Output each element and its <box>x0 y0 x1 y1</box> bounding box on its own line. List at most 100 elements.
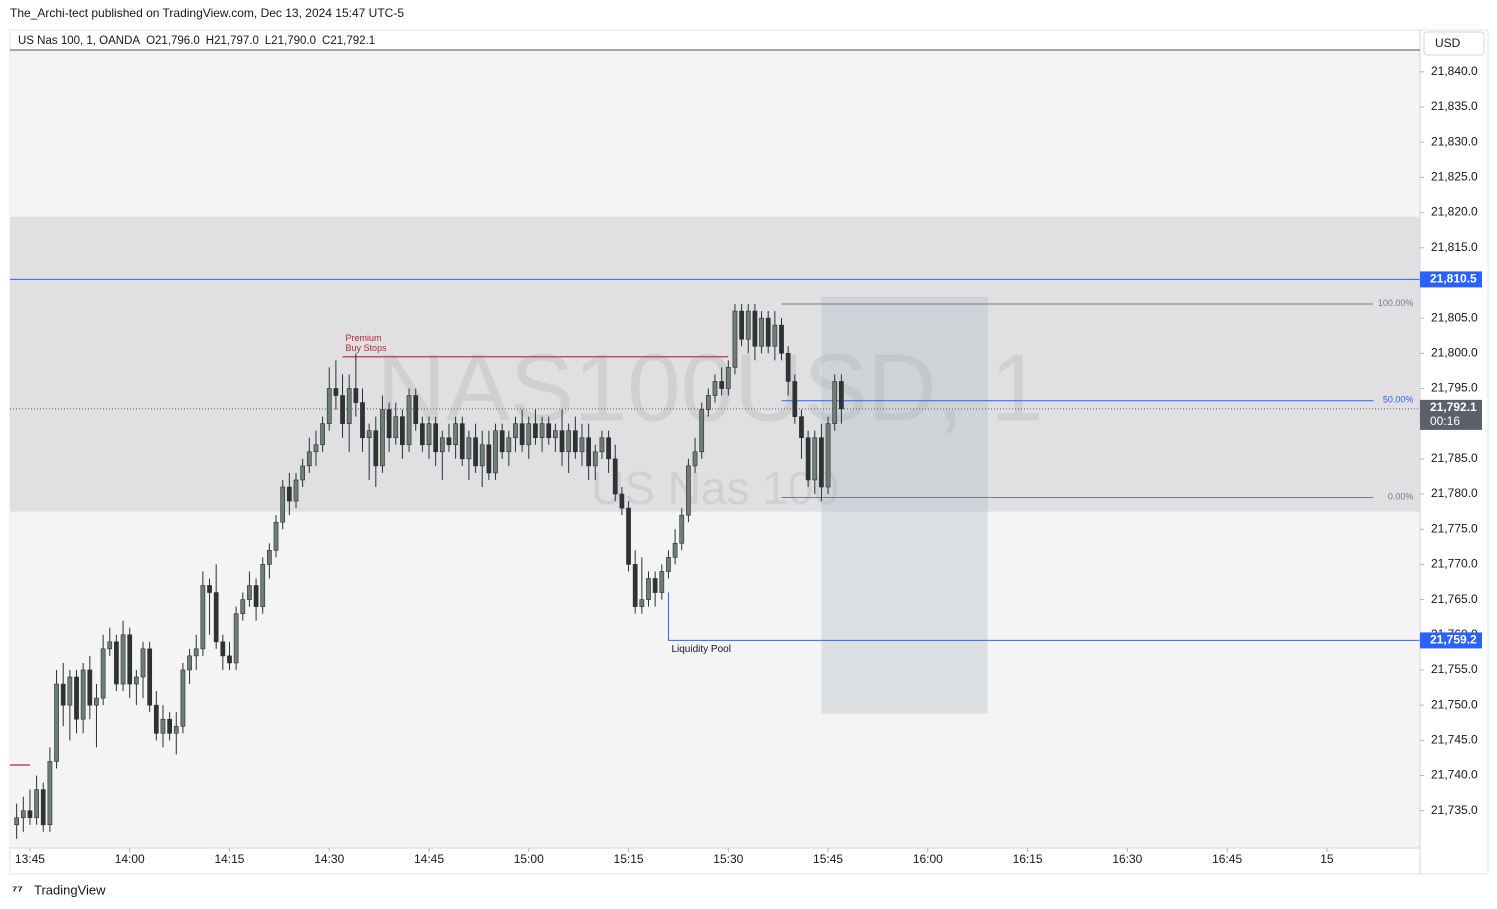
candle-body <box>486 444 492 474</box>
price-line-label: Liquidity Pool <box>671 644 730 655</box>
y-tick-label: 21,795.0 <box>1431 381 1478 395</box>
candle-body <box>732 310 738 368</box>
x-tick-label: 16:00 <box>913 852 943 866</box>
candle-body <box>473 437 478 467</box>
candle-body <box>286 486 292 502</box>
candle-body <box>67 676 73 706</box>
candle-body <box>426 423 432 446</box>
legend-value: 21,797.0 <box>214 35 259 47</box>
y-tick-label: 21,820.0 <box>1431 205 1478 219</box>
x-tick-label: 16:30 <box>1112 852 1142 866</box>
candle-body <box>799 416 804 439</box>
candle-body <box>646 578 651 600</box>
legend: US Nas 100, 1, OANDA O21,796.0 H21,797.0 L2… <box>18 35 375 47</box>
candle-body <box>200 585 206 650</box>
y-tick-label: 21,775.0 <box>1431 521 1478 535</box>
currency[interactable]: USD <box>1435 36 1461 50</box>
x-tick-label: 13:45 <box>15 852 45 866</box>
fib-label: 100.00% <box>1378 298 1414 308</box>
candle-body <box>100 648 106 699</box>
candle-body <box>207 585 212 593</box>
logo-mark: ⁷⁷ <box>12 882 23 897</box>
candle-body <box>280 486 286 523</box>
candle-body <box>413 395 419 424</box>
candle-body <box>120 634 126 685</box>
x-tick-label: 15:45 <box>813 852 843 866</box>
candle-body <box>180 669 186 727</box>
candle-body <box>692 451 698 467</box>
candle-body <box>832 381 838 424</box>
x-tick-label: 15:15 <box>614 852 644 866</box>
candle-body <box>619 493 625 509</box>
candle-body <box>380 409 385 467</box>
candle-body <box>499 430 505 453</box>
candle-body <box>140 648 146 678</box>
candle-body <box>193 648 199 657</box>
candle-body <box>353 388 359 403</box>
candle-body <box>227 655 232 664</box>
candle-body <box>566 430 572 453</box>
price-axis-badge <box>1420 632 1482 649</box>
candle-body <box>160 718 166 734</box>
candle-body <box>825 423 831 488</box>
candle-body <box>346 388 352 424</box>
legend-value: 21,796.0 <box>155 35 200 47</box>
currency-button[interactable] <box>1423 31 1485 56</box>
candle-body <box>153 704 159 734</box>
candle-body <box>572 430 578 453</box>
candle-body <box>666 557 671 572</box>
candle-body <box>606 437 611 460</box>
candle-body <box>839 381 844 410</box>
candle-body <box>326 388 332 424</box>
candle-body <box>519 423 525 446</box>
candle-body <box>40 789 46 826</box>
candle-body <box>300 465 306 481</box>
price-axis-badge <box>1420 271 1482 288</box>
candle-body <box>626 507 631 565</box>
candle-body <box>173 725 179 734</box>
candle-body <box>406 395 412 446</box>
position-box <box>821 297 988 714</box>
candle-body <box>812 437 818 481</box>
candle-body <box>114 641 119 685</box>
candle-body <box>439 437 445 453</box>
candle-body <box>247 585 252 600</box>
candle-body <box>819 437 824 488</box>
legend-key: O <box>146 35 155 47</box>
x-tick-label: 14:30 <box>314 852 344 866</box>
candle-body <box>686 465 691 516</box>
candle-body <box>526 423 532 446</box>
candle-body <box>579 437 585 453</box>
candle-body <box>220 641 226 657</box>
y-tick-label: 21,745.0 <box>1431 733 1478 747</box>
y-tick-label: 21,785.0 <box>1431 451 1478 465</box>
candle-body <box>373 430 379 467</box>
candle-body <box>233 613 239 664</box>
x-tick-label: 14:00 <box>115 852 145 866</box>
y-tick-label: 21,835.0 <box>1431 99 1478 113</box>
y-tick-label: 21,840.0 <box>1431 64 1478 78</box>
candle-body <box>213 592 219 643</box>
candle-body <box>360 402 365 439</box>
candle-body <box>386 409 392 439</box>
candle-body <box>493 430 498 474</box>
candle-body <box>260 564 266 607</box>
candle-body <box>267 550 272 565</box>
candle-body <box>293 479 299 502</box>
candle-body <box>134 676 139 685</box>
fib-label: 0.00% <box>1388 491 1414 501</box>
legend-key: H <box>206 35 214 47</box>
price-axis-badge-label: 21,810.5 <box>1430 272 1477 286</box>
brand: TradingView <box>34 882 106 897</box>
legend-value: 21,790.0 <box>271 35 316 47</box>
candle-body <box>393 416 399 439</box>
y-tick-label: 21,800.0 <box>1431 345 1478 359</box>
y-tick-label: 21,770.0 <box>1431 557 1478 571</box>
candle-body <box>765 317 771 347</box>
candle-body <box>785 352 791 382</box>
candle-body <box>479 444 485 467</box>
candle-body <box>60 683 66 706</box>
footer-logo: ⁷⁷ TradingView <box>12 882 106 897</box>
candle-body <box>253 585 259 607</box>
